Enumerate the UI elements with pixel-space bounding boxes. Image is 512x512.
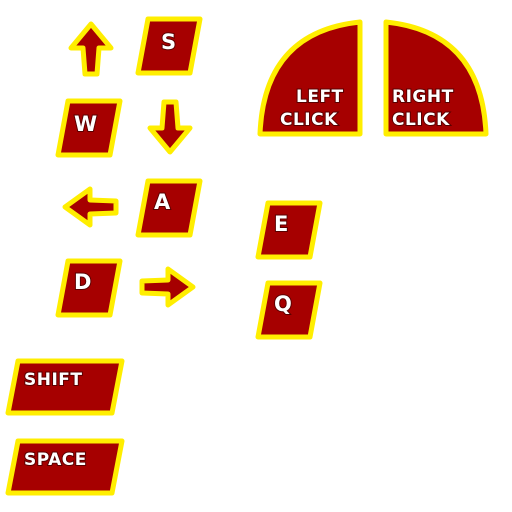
key-shift-label: SHIFT — [24, 370, 83, 390]
left-click-button[interactable]: LEFT CLICK — [256, 18, 366, 138]
key-space[interactable]: SPACE — [4, 438, 126, 496]
arrow-right-icon — [139, 266, 196, 308]
arrow-left-icon — [62, 186, 119, 228]
key-e-label: E — [274, 212, 289, 236]
key-e[interactable]: E — [254, 200, 324, 260]
key-shift[interactable]: SHIFT — [4, 358, 126, 416]
left-click-label-line1: LEFT — [296, 87, 344, 107]
key-q[interactable]: Q — [254, 280, 324, 340]
left-click-label-line2: CLICK — [280, 110, 338, 130]
right-click-label-line1: RIGHT — [392, 87, 454, 107]
key-s-label: S — [161, 30, 177, 54]
key-a-label: A — [154, 190, 171, 214]
arrow-down-icon — [147, 99, 193, 155]
key-w-label: W — [74, 112, 98, 136]
key-q-label: Q — [274, 292, 292, 316]
key-s[interactable]: S — [134, 16, 204, 76]
key-d-label: D — [74, 270, 92, 294]
key-d[interactable]: D — [54, 258, 124, 318]
right-click-button[interactable]: RIGHT CLICK — [380, 18, 492, 138]
key-space-label: SPACE — [24, 450, 87, 470]
key-a[interactable]: A — [134, 178, 204, 238]
key-w[interactable]: W — [54, 98, 124, 158]
right-click-label-line2: CLICK — [392, 110, 450, 130]
arrow-up-icon — [68, 21, 114, 77]
